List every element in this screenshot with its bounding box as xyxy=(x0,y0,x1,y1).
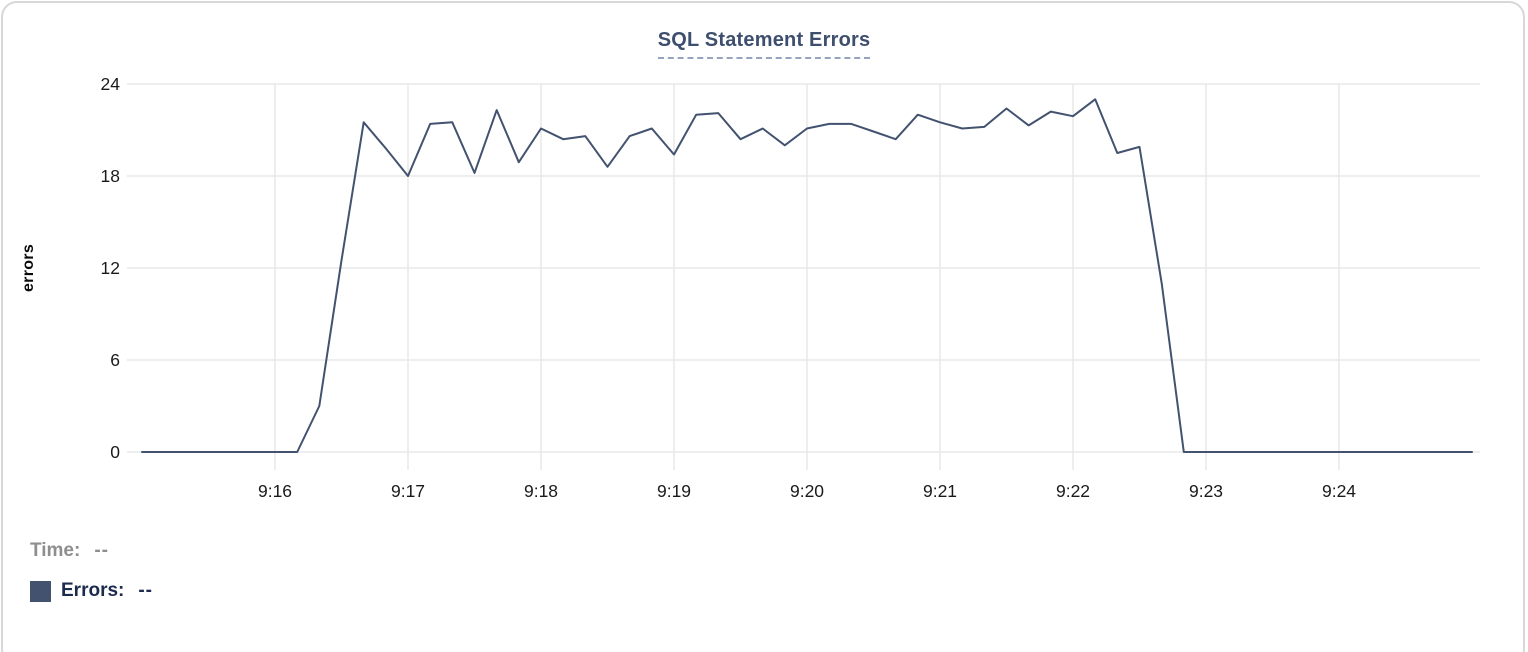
y-tick-label: 12 xyxy=(101,258,120,278)
chart-legend: Time: -- Errors: -- xyxy=(30,538,153,618)
x-tick-label: 9:24 xyxy=(1322,481,1356,501)
x-tick-label: 9:22 xyxy=(1056,481,1090,501)
legend-time-label: Time: xyxy=(30,540,81,561)
chart-title[interactable]: SQL Statement Errors xyxy=(657,29,871,59)
legend-errors-label: Errors: xyxy=(61,580,125,601)
x-tick-label: 9:16 xyxy=(258,481,292,501)
x-tick-label: 9:23 xyxy=(1189,481,1223,501)
y-tick-label: 0 xyxy=(110,442,120,462)
y-tick-label: 6 xyxy=(110,350,120,370)
legend-errors-row[interactable]: Errors: -- xyxy=(30,578,153,604)
x-tick-label: 9:17 xyxy=(391,481,425,501)
y-tick-label: 24 xyxy=(101,74,121,94)
legend-errors-value: -- xyxy=(138,580,154,601)
chart-title-row: SQL Statement Errors xyxy=(0,29,1528,59)
y-tick-label: 18 xyxy=(101,166,120,186)
x-tick-label: 9:21 xyxy=(923,481,957,501)
x-tick-label: 9:20 xyxy=(790,481,824,501)
x-tick-label: 9:18 xyxy=(524,481,558,501)
x-tick-label: 9:19 xyxy=(657,481,691,501)
errors-line-chart[interactable]: 0 6 12 18 24 9:16 9:17 9:18 9:19 9:20 9:21 9:22 9:23… xyxy=(0,0,1528,512)
legend-time-value: -- xyxy=(94,540,109,561)
legend-time-row: Time: -- xyxy=(30,538,153,564)
errors-series-line xyxy=(141,98,1473,453)
errors-series-swatch xyxy=(30,580,51,602)
